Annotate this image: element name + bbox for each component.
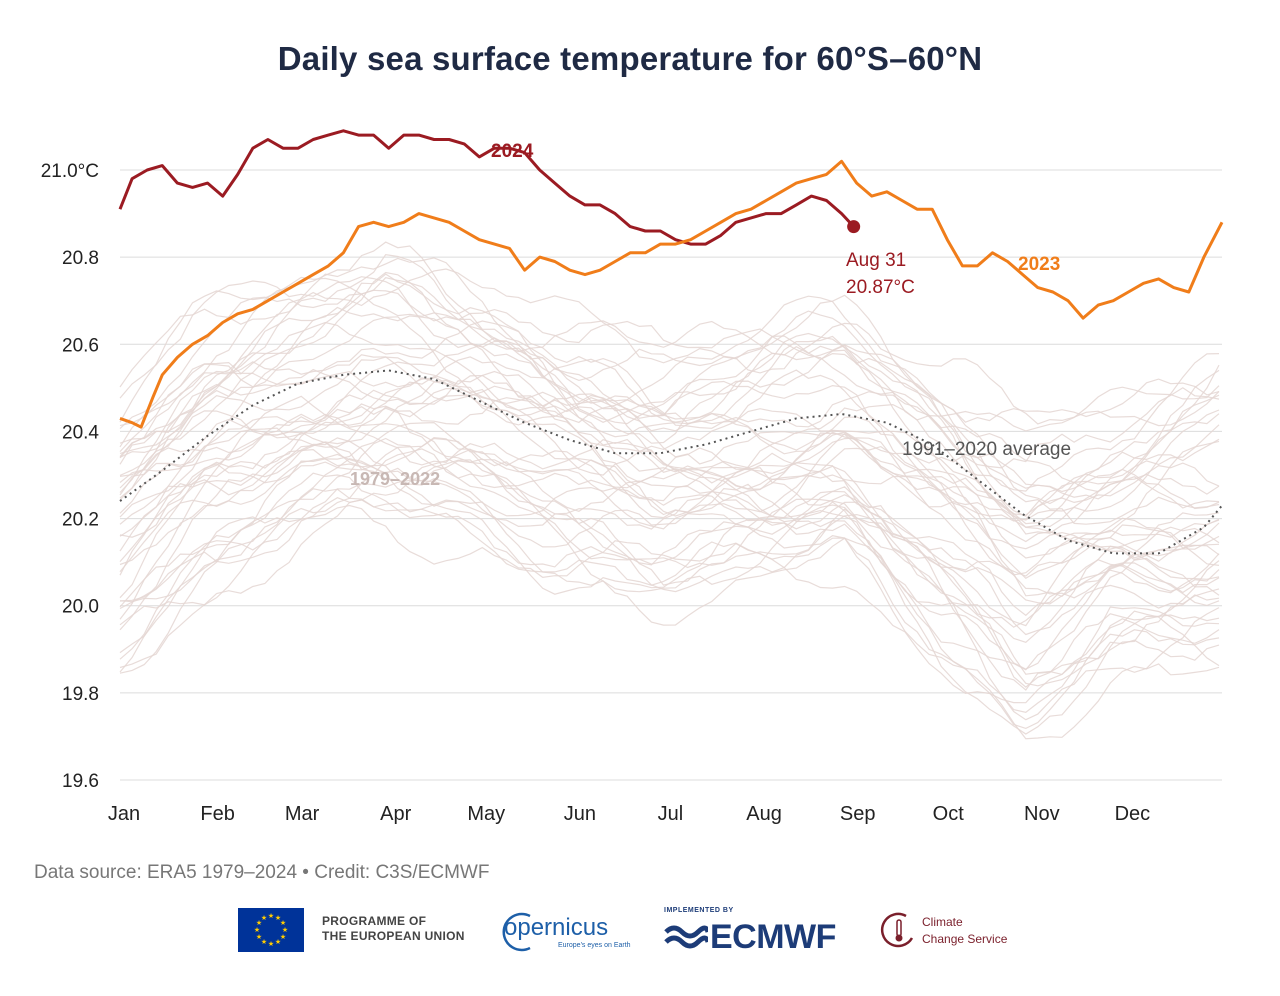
svg-text:★: ★ <box>282 926 288 934</box>
y-tick-label-0: 21.0°C <box>41 161 99 182</box>
historical-year-line-23 <box>119 375 1220 562</box>
svg-text:★: ★ <box>280 919 286 927</box>
eu-flag-logo: ★ ★ ★ ★ ★ ★ ★ ★ ★ ★ ★ ★ <box>238 908 304 952</box>
x-tick-label-feb: Feb <box>200 803 234 825</box>
series-lines <box>118 129 1224 555</box>
y-tick-label-5: 20.0 <box>62 597 99 618</box>
historical-year-line-1 <box>119 504 1220 704</box>
x-tick-label-aug: Aug <box>746 803 782 825</box>
svg-text:★: ★ <box>280 933 286 941</box>
y-tick-label-7: 19.6 <box>62 771 99 792</box>
x-tick-label-jan: Jan <box>108 803 140 825</box>
historical-year-line-34 <box>119 271 1220 521</box>
chart-title: Daily sea surface temperature for 60°S–6… <box>277 40 983 77</box>
y-tick-label-4: 20.2 <box>62 510 99 531</box>
historical-year-line-43 <box>119 268 1220 427</box>
x-tick-label-dec: Dec <box>1115 803 1151 825</box>
historical-year-line-35 <box>119 277 1220 516</box>
svg-text:★: ★ <box>256 933 262 941</box>
historical-year-line-0 <box>119 499 1220 740</box>
x-tick-label-jul: Jul <box>658 803 684 825</box>
series-labels: 2024 2023 Aug 31 20.87°C 1991–2020 average 19… <box>350 141 1071 489</box>
historical-year-line-14 <box>119 448 1220 607</box>
x-tick-label-may: May <box>467 803 505 825</box>
historical-year-line-5 <box>119 448 1220 721</box>
x-tick-label-jun: Jun <box>564 803 596 825</box>
historical-year-line-7 <box>119 460 1220 676</box>
svg-text:★: ★ <box>268 940 274 948</box>
x-tick-label-apr: Apr <box>380 803 411 825</box>
historical-year-line-36 <box>119 273 1220 500</box>
series-line-1991-2020-average <box>119 369 1223 555</box>
historical-year-line-33 <box>119 320 1220 495</box>
y-tick-label-6: 19.8 <box>62 684 99 705</box>
svg-text:★: ★ <box>261 938 267 946</box>
historical-year-line-38 <box>119 289 1220 469</box>
historical-year-line-29 <box>119 337 1220 525</box>
x-tick-label-oct: Oct <box>933 803 965 825</box>
historical-year-line-8 <box>119 437 1220 691</box>
historical-year-line-26 <box>119 368 1220 528</box>
svg-text:★: ★ <box>275 914 281 922</box>
historical-year-line-22 <box>119 377 1220 580</box>
historical-year-line-13 <box>119 437 1220 636</box>
logo-strip: ★ ★ ★ ★ ★ ★ ★ ★ ★ ★ ★ ★ PROGRAMME OF THE EUROPEA… <box>0 900 1280 970</box>
y-tick-label-2: 20.6 <box>62 335 99 356</box>
historical-year-line-18 <box>119 418 1220 577</box>
x-tick-label-mar: Mar <box>285 803 320 825</box>
historical-year-line-41 <box>119 276 1220 432</box>
historical-year-line-32 <box>119 306 1220 535</box>
x-tick-label-nov: Nov <box>1024 803 1060 825</box>
historical-year-line-25 <box>119 361 1220 551</box>
historical-year-line-6 <box>119 459 1220 687</box>
x-axis-ticks: Jan Feb Mar Apr May Jun Jul Aug Sep Oct Nov Dec <box>108 803 1150 825</box>
series-line-2023 <box>119 159 1224 429</box>
historical-year-line-21 <box>119 397 1220 561</box>
historical-year-line-10 <box>119 441 1220 670</box>
series-line-2024 <box>118 129 855 246</box>
historical-year-line-37 <box>119 253 1220 517</box>
historical-year-line-15 <box>119 436 1220 617</box>
historical-year-line-40 <box>119 241 1220 492</box>
y-axis-ticks: 21.0°C 20.8 20.6 20.4 20.2 20.0 19.8 19.6 <box>41 161 100 792</box>
annotation-date: Aug 31 <box>846 250 906 271</box>
historical-year-line-27 <box>119 316 1220 576</box>
svg-text:★: ★ <box>256 919 262 927</box>
svg-text:★: ★ <box>254 926 260 934</box>
svg-text:★: ★ <box>268 912 274 920</box>
historical-band-1979-2022 <box>119 241 1220 740</box>
sst-line-chart: 21.0°C 20.8 20.6 20.4 20.2 20.0 19.8 19.6 Jan Fe… <box>41 129 1224 825</box>
y-tick-label-1: 20.8 <box>62 248 99 269</box>
historical-year-line-39 <box>119 257 1220 505</box>
series-2024-endpoint-marker <box>847 220 861 234</box>
annotation-value: 20.87°C <box>846 277 915 298</box>
historical-year-line-11 <box>119 421 1220 688</box>
average-series-label: 1991–2020 average <box>902 439 1071 460</box>
series-label-2023: 2023 <box>1018 254 1060 275</box>
x-tick-label-sep: Sep <box>840 803 876 825</box>
svg-text:★: ★ <box>261 914 267 922</box>
svg-text:★: ★ <box>275 938 281 946</box>
historical-year-line-2 <box>119 488 1220 730</box>
data-source-credit: Data source: ERA5 1979–2024 • Credit: C3… <box>34 862 490 883</box>
historical-year-line-9 <box>119 440 1220 671</box>
series-label-2024: 2024 <box>491 141 534 162</box>
y-tick-label-3: 20.4 <box>62 422 99 443</box>
historical-band-label: 1979–2022 <box>350 469 440 489</box>
historical-year-line-17 <box>119 395 1220 627</box>
historical-year-line-20 <box>119 387 1220 599</box>
historical-year-line-42 <box>119 276 1220 423</box>
eu-programme-text: PROGRAMME OF THE EUROPEAN UNION <box>322 914 465 943</box>
